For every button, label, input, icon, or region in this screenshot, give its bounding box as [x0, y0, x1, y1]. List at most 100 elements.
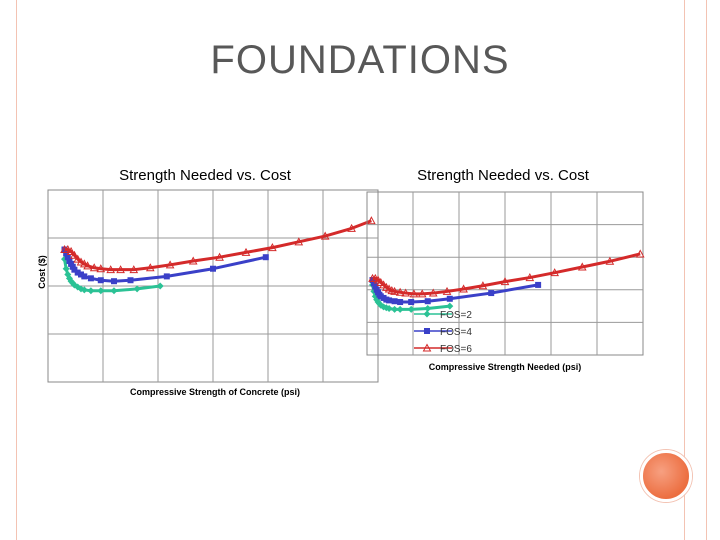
left-frame-border: [0, 0, 17, 540]
chart-right-series-fos-2-point: [396, 305, 404, 313]
chart-left-series-fos-6-point: [76, 257, 86, 266]
chart-left-series-fos-6-line: [64, 219, 372, 272]
chart-right-series-fos-6-point: [428, 288, 438, 297]
chart-left-series-fos-2-point: [97, 287, 105, 295]
chart-right-legend: FOS=2 FOS=4 FOS=6: [414, 310, 472, 355]
chart-left-series-fos-2-point: [80, 286, 88, 294]
chart-left-series-fos-6-point: [320, 231, 330, 240]
legend-fos-2-marker: [423, 310, 431, 318]
chart-left-series-fos-6-point: [188, 256, 198, 265]
chart-right-series-fos-4-point: [397, 299, 404, 306]
chart-left-series-fos-6-point: [367, 216, 376, 225]
chart-right-series-fos-4-point: [391, 298, 398, 305]
chart-left-series-fos-6-point: [66, 246, 76, 255]
chart-left: Strength Needed vs. Cost Cost ($) Compre…: [37, 167, 379, 397]
chart-right-series-fos-6-point: [373, 275, 383, 284]
chart-right-series-fos-6-point: [390, 286, 399, 295]
chart-left-series-fos-6-point: [268, 243, 277, 252]
chart-right-series-fos-6-point: [409, 289, 419, 298]
chart-left-series-fos-2-point: [110, 287, 118, 295]
chart-left-series-fos-6-point: [129, 265, 139, 274]
chart-left-grid: [47, 189, 379, 383]
chart-right-series-fos-4-point: [372, 283, 379, 290]
chart-right-series-fos-6-point: [500, 277, 510, 286]
chart-right-series-fos-2-point: [385, 305, 393, 313]
chart-left-series-fos-6-point: [63, 244, 73, 254]
chart-left-series-fos-6-point: [215, 252, 224, 261]
chart-right-series-fos-6-point: [401, 288, 410, 297]
chart-left-series-fos-6-point: [73, 254, 83, 263]
chart-left-series-fos-6-point: [89, 263, 99, 272]
chart-right-series-fos-4-point: [386, 297, 393, 304]
chart-left-series-fos-6-point: [145, 263, 155, 272]
chart-left-series-fos-6-point: [106, 265, 116, 274]
chart-left-series-fos-4-point: [81, 273, 88, 280]
chart-right-series-fos-4-point: [488, 290, 495, 297]
slide-title: FOUNDATIONS: [210, 38, 510, 82]
chart-left-series-fos-6-point: [116, 265, 125, 274]
chart-right-series-fos-6-point: [550, 268, 560, 277]
chart-left-series-fos-6-point: [165, 260, 175, 269]
chart-left-series-fos-4-point: [87, 275, 94, 282]
chart-right-series-fos-6-point: [442, 286, 452, 295]
chart-left-series: [60, 216, 376, 295]
chart-left-series-fos-4-point: [74, 269, 81, 276]
chart-right-series-fos-4-point: [535, 281, 542, 288]
chart-left-series-fos-4-point: [97, 277, 104, 284]
decorative-circle: [640, 450, 692, 502]
chart-right-series-fos-6-point: [376, 277, 386, 286]
chart-right-title: Strength Needed vs. Cost: [417, 167, 590, 184]
chart-right-series-fos-6-point: [478, 281, 488, 290]
chart-right-series-fos-6-point: [605, 256, 615, 265]
chart-left-series-fos-2-point: [156, 282, 164, 290]
chart-right-series-fos-2-point: [446, 302, 454, 310]
chart-right-series-fos-6-point: [417, 289, 427, 298]
chart-right-series-fos-2-point: [424, 305, 432, 313]
chart-left-series-fos-6-point: [294, 237, 304, 246]
chart-left-series-fos-6-point: [79, 259, 89, 268]
chart-left-series-fos-2-point: [62, 265, 70, 273]
chart-left-series-fos-6-point: [83, 261, 92, 270]
chart-left-ylabel: Cost ($): [37, 255, 47, 289]
chart-right-series-fos-4-point: [446, 295, 453, 302]
chart-left-series-fos-4-point: [78, 271, 84, 278]
chart-left-series-fos-2-point: [87, 287, 95, 295]
chart-left-series-fos-2-point: [133, 285, 141, 293]
legend-fos-6-marker: [422, 343, 432, 352]
chart-left-series-fos-4-point: [64, 254, 71, 261]
chart-left-series-fos-6-point: [96, 264, 106, 273]
chart-right-series-fos-6-point: [635, 249, 645, 258]
chart-right-series-fos-6-point: [459, 284, 468, 293]
legend-fos-4-marker: [424, 328, 430, 334]
chart-right-series-fos-6-point: [395, 287, 405, 296]
chart-left-series-fos-4-point: [111, 278, 117, 285]
chart-left-title: Strength Needed vs. Cost: [119, 167, 292, 184]
chart-right-series-fos-2-point: [407, 305, 415, 313]
right-frame-border-inner: [684, 0, 685, 540]
chart-left-series-fos-6-point: [241, 247, 251, 256]
legend-fos-4-label: FOS=4: [440, 327, 472, 338]
chart-left-xlabel: Compressive Strength of Concrete (psi): [130, 387, 300, 397]
chart-left-series-fos-6-point: [347, 223, 356, 232]
chart-left-series-fos-4-point: [127, 277, 134, 284]
chart-left-series-fos-4-point: [210, 265, 216, 272]
chart-right-series-fos-6-point: [525, 273, 535, 282]
chart-right-xlabel: Compressive Strength Needed (psi): [429, 362, 582, 372]
chart-right: Strength Needed vs. Cost Compressive Str…: [366, 167, 645, 372]
legend-fos-6-label: FOS=6: [440, 344, 472, 355]
chart-left-series-fos-6-point: [70, 250, 79, 259]
chart-right-series-fos-4-point: [408, 299, 415, 306]
chart-left-series-fos-4-point: [262, 254, 269, 261]
chart-right-series-fos-4-point: [424, 298, 431, 305]
chart-right-series-fos-6-point: [379, 280, 388, 289]
chart-left-series-fos-4-point: [71, 266, 78, 273]
chart-right-series: [368, 249, 645, 313]
legend-fos-2-label: FOS=2: [440, 310, 472, 321]
chart-right-series-fos-6-point: [577, 262, 587, 271]
chart-left-series-fos-4-point: [63, 250, 70, 257]
chart-left-series-fos-4-point: [163, 273, 170, 280]
right-frame-border-outer: [706, 0, 707, 540]
chart-right-series-fos-2-point: [391, 305, 399, 313]
chart-right-grid: [366, 191, 644, 356]
